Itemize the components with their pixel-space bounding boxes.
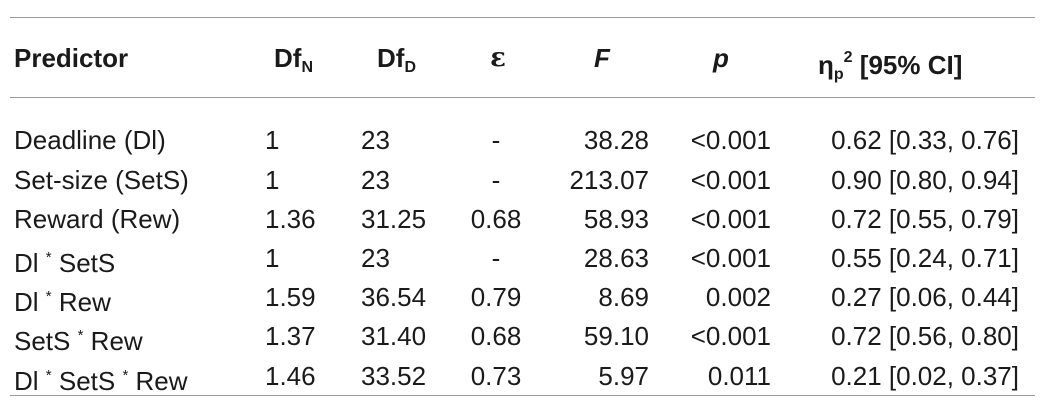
cell-eta-squared: 0.55 [0.24, 0.71] bbox=[831, 243, 1019, 273]
cell-eta-squared: 0.27 [0.06, 0.44] bbox=[831, 282, 1019, 312]
cell-epsilon: 0.68 bbox=[470, 204, 522, 234]
table-row: Set-size (SetS) 1 23 - 213.07 <0.001 0.90 [0.8… bbox=[0, 160, 1048, 200]
cell-p: <0.001 bbox=[690, 321, 771, 351]
header-eta-squared: ηp2 [95% CI] bbox=[818, 49, 963, 83]
cell-df-denominator: 36.54 bbox=[361, 282, 427, 312]
cell-epsilon: 0.79 bbox=[470, 282, 522, 312]
cell-eta-squared: 0.21 [0.02, 0.37] bbox=[831, 361, 1019, 391]
cell-df-denominator: 23 bbox=[361, 125, 390, 155]
header-epsilon: ε bbox=[490, 43, 506, 73]
cell-predictor: Dl * SetS * Rew bbox=[14, 366, 188, 396]
table-row: Dl * SetS * Rew 1.46 33.52 0.73 5.97 0.011 0.2… bbox=[0, 356, 1048, 396]
cell-p: <0.001 bbox=[690, 125, 771, 155]
cell-df-numerator: 1.59 bbox=[265, 282, 316, 312]
cell-epsilon: 0.73 bbox=[470, 361, 522, 391]
cell-p: <0.001 bbox=[690, 165, 771, 195]
table-row: Reward (Rew) 1.36 31.25 0.68 58.93 <0.001 0.72… bbox=[0, 199, 1048, 239]
cell-df-numerator: 1 bbox=[265, 243, 280, 273]
cell-predictor: Dl * SetS bbox=[14, 248, 116, 278]
cell-df-numerator: 1 bbox=[265, 125, 280, 155]
cell-p: 0.011 bbox=[707, 361, 771, 391]
cell-df-numerator: 1.46 bbox=[265, 361, 316, 391]
bottom-rule bbox=[10, 395, 1035, 396]
table-row: SetS * Rew 1.37 31.40 0.68 59.10 <0.001 0.72 [… bbox=[0, 316, 1048, 356]
cell-epsilon: - bbox=[491, 243, 501, 273]
cell-df-numerator: 1 bbox=[265, 165, 280, 195]
cell-df-numerator: 1.36 bbox=[265, 204, 316, 234]
cell-predictor: Set-size (SetS) bbox=[14, 165, 189, 195]
cell-predictor: Dl * Rew bbox=[14, 287, 111, 317]
cell-df-denominator: 31.25 bbox=[361, 204, 427, 234]
cell-df-denominator: 31.40 bbox=[361, 321, 427, 351]
cell-df-denominator: 23 bbox=[361, 243, 390, 273]
cell-f: 59.10 bbox=[583, 321, 649, 351]
cell-epsilon: - bbox=[491, 125, 501, 155]
cell-eta-squared: 0.90 [0.80, 0.94] bbox=[831, 165, 1019, 195]
cell-f: 38.28 bbox=[583, 125, 649, 155]
table-row: Dl * Rew 1.59 36.54 0.79 8.69 0.002 0.27 [0.06… bbox=[0, 277, 1048, 317]
cell-f: 8.69 bbox=[598, 282, 649, 312]
cell-f: 213.07 bbox=[569, 165, 649, 195]
header-rule bbox=[10, 97, 1035, 98]
cell-predictor: SetS * Rew bbox=[14, 326, 143, 356]
cell-f: 28.63 bbox=[583, 243, 649, 273]
top-rule bbox=[10, 17, 1035, 18]
cell-epsilon: - bbox=[491, 165, 501, 195]
cell-df-denominator: 33.52 bbox=[361, 361, 427, 391]
header-p: p bbox=[713, 43, 729, 73]
header-df-numerator: DfN bbox=[274, 43, 313, 76]
cell-eta-squared: 0.62 [0.33, 0.76] bbox=[831, 125, 1019, 155]
header-df-denominator: DfD bbox=[377, 43, 416, 76]
cell-epsilon: 0.68 bbox=[470, 321, 522, 351]
header-f: F bbox=[594, 43, 610, 73]
cell-predictor: Reward (Rew) bbox=[14, 204, 181, 234]
header-predictor: Predictor bbox=[14, 43, 129, 73]
table-row: Deadline (Dl) 1 23 - 38.28 <0.001 0.62 [0.33, … bbox=[0, 120, 1048, 160]
cell-p: <0.001 bbox=[690, 204, 771, 234]
header-row: Predictor DfN DfD ε F p ηp2 [95% CI] bbox=[0, 38, 1048, 83]
cell-p: 0.002 bbox=[705, 282, 771, 312]
cell-df-numerator: 1.37 bbox=[265, 321, 316, 351]
cell-eta-squared: 0.72 [0.56, 0.80] bbox=[831, 321, 1019, 351]
cell-f: 58.93 bbox=[583, 204, 649, 234]
cell-f: 5.97 bbox=[598, 361, 649, 391]
cell-df-denominator: 23 bbox=[361, 165, 390, 195]
table-row: Dl * SetS 1 23 - 28.63 <0.001 0.55 [0.24, 0.71… bbox=[0, 238, 1048, 278]
cell-eta-squared: 0.72 [0.55, 0.79] bbox=[831, 204, 1019, 234]
cell-predictor: Deadline (Dl) bbox=[14, 125, 166, 155]
cell-p: <0.001 bbox=[690, 243, 771, 273]
